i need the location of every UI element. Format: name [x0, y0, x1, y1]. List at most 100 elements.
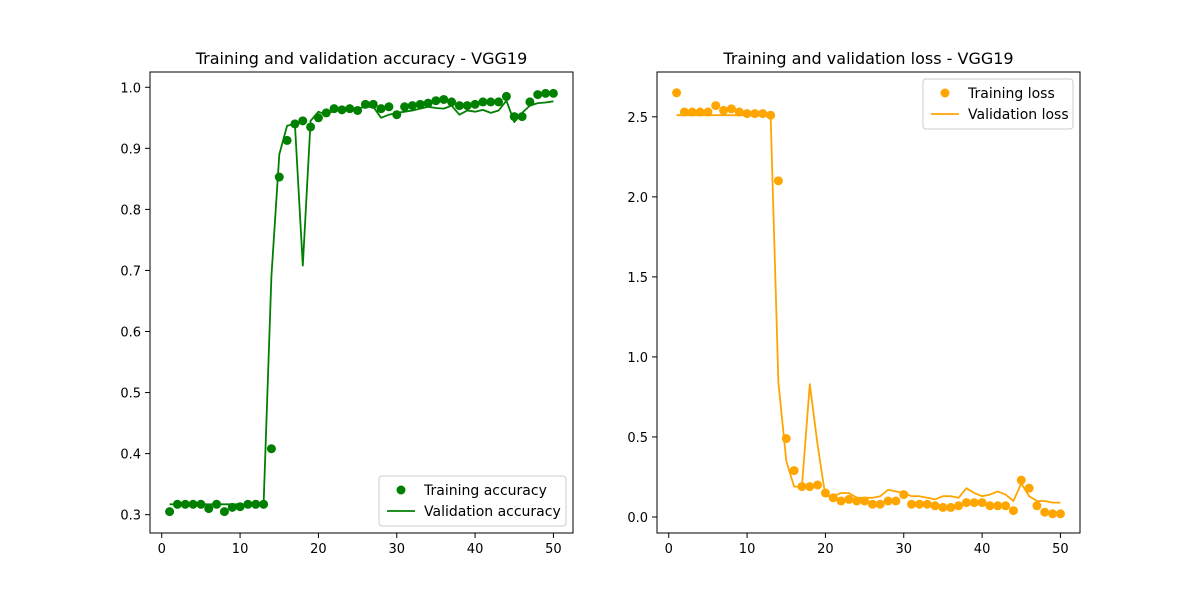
loss-training-point — [993, 501, 1003, 511]
accuracy-training-point — [165, 507, 175, 517]
loss-training-point — [734, 107, 744, 117]
accuracy-training-point — [219, 507, 229, 517]
accuracy-chart-legend: Training accuracy Validation accuracy — [378, 475, 567, 527]
loss-y-tick-label: 1.5 — [627, 271, 648, 286]
accuracy-training-point — [486, 97, 496, 107]
loss-training-point — [977, 498, 987, 508]
loss-legend-label: Validation loss — [968, 107, 1069, 123]
loss-training-point — [891, 496, 901, 506]
accuracy-x-tick-label: 10 — [232, 542, 249, 557]
loss-training-point — [852, 496, 862, 506]
accuracy-training-point — [298, 116, 308, 126]
accuracy-legend-box — [378, 475, 567, 527]
loss-training-point — [1024, 483, 1034, 493]
accuracy-training-point — [274, 172, 284, 182]
accuracy-training-point — [541, 88, 551, 98]
accuracy-chart-ticks: 0 10 20 30 40 50 0.3 0.4 0.5 0.6 0.7 0.8 0.9 1.0 — [120, 81, 561, 557]
loss-training-point — [883, 496, 893, 506]
accuracy-training-point — [470, 99, 480, 109]
accuracy-y-tick-label: 0.4 — [120, 448, 141, 463]
loss-x-tick-label: 10 — [739, 542, 756, 557]
loss-training-point — [961, 498, 971, 508]
accuracy-training-point — [204, 504, 214, 514]
loss-training-point — [789, 466, 799, 476]
loss-y-tick-label: 0.0 — [627, 511, 648, 526]
accuracy-training-point — [282, 135, 292, 145]
loss-legend-box — [922, 78, 1074, 130]
accuracy-training-point — [266, 444, 276, 454]
loss-x-tick-label: 20 — [817, 542, 834, 557]
accuracy-y-tick-label: 0.5 — [120, 387, 141, 402]
loss-chart-ticks: 0 10 20 30 40 50 0.0 0.5 1.0 1.5 2.0 2.5 — [627, 111, 1068, 557]
loss-training-point — [758, 109, 768, 119]
loss-training-point — [1055, 509, 1065, 519]
loss-legend-marker-swatch — [940, 88, 950, 98]
loss-validation-line — [676, 114, 1061, 504]
accuracy-training-point — [548, 88, 558, 98]
loss-x-tick-label: 30 — [895, 542, 912, 557]
loss-x-tick-label: 40 — [974, 542, 991, 557]
loss-training-point — [711, 101, 721, 111]
accuracy-training-point — [384, 102, 394, 112]
loss-training-point — [805, 482, 815, 492]
accuracy-x-tick-label: 0 — [158, 542, 166, 557]
loss-training-point — [742, 109, 752, 119]
loss-training-point — [985, 501, 995, 511]
loss-training-point — [969, 498, 979, 508]
accuracy-training-point — [533, 90, 543, 100]
loss-training-point — [1008, 506, 1018, 516]
loss-training-point — [954, 501, 964, 511]
accuracy-y-tick-label: 0.9 — [120, 142, 141, 157]
loss-training-point — [726, 104, 736, 114]
loss-y-tick-label: 2.0 — [627, 191, 648, 206]
loss-training-point — [914, 499, 924, 509]
accuracy-training-point — [501, 91, 511, 101]
loss-training-point — [930, 501, 940, 511]
accuracy-training-point — [407, 101, 417, 111]
loss-training-point — [813, 480, 823, 490]
accuracy-training-point — [447, 97, 457, 107]
loss-training-point — [946, 502, 956, 512]
loss-y-tick-label: 0.5 — [627, 431, 648, 446]
accuracy-training-point — [494, 97, 504, 107]
accuracy-y-tick-label: 0.8 — [120, 203, 141, 218]
accuracy-chart: Training and validation accuracy - VGG19… — [120, 49, 574, 557]
loss-training-point — [860, 496, 870, 506]
accuracy-training-point — [423, 98, 433, 108]
accuracy-training-point — [321, 108, 331, 118]
accuracy-training-point — [415, 99, 425, 109]
loss-chart: Training and validation loss - VGG19 0 10… — [627, 49, 1081, 557]
accuracy-validation-line — [169, 99, 554, 506]
accuracy-training-point — [337, 105, 347, 115]
loss-training-point — [687, 107, 697, 117]
loss-training-point — [1016, 475, 1026, 485]
accuracy-training-point — [462, 101, 472, 111]
accuracy-y-tick-label: 0.7 — [120, 264, 141, 279]
accuracy-training-point — [431, 96, 441, 106]
loss-training-point — [773, 176, 783, 186]
loss-legend-label: Training loss — [967, 86, 1055, 102]
accuracy-training-point — [454, 101, 464, 111]
accuracy-training-point — [400, 102, 410, 112]
accuracy-x-tick-label: 30 — [388, 542, 405, 557]
loss-training-point — [679, 107, 689, 117]
loss-training-point — [844, 494, 854, 504]
accuracy-y-tick-label: 0.6 — [120, 326, 141, 341]
loss-training-point — [938, 502, 948, 512]
loss-chart-legend: Training loss Validation loss — [922, 78, 1074, 130]
loss-training-point — [1040, 507, 1050, 517]
loss-training-point — [907, 499, 917, 509]
accuracy-training-point — [439, 94, 449, 104]
loss-chart-axes-frame — [656, 71, 1081, 534]
loss-chart-plot-area — [672, 88, 1065, 519]
accuracy-x-tick-label: 50 — [545, 542, 562, 557]
loss-chart-title: Training and validation loss - VGG19 — [722, 49, 1013, 68]
loss-y-tick-label: 1.0 — [627, 351, 648, 366]
loss-training-point — [836, 496, 846, 506]
loss-training-point — [1032, 501, 1042, 511]
accuracy-legend-marker-swatch — [396, 485, 406, 495]
loss-training-point — [703, 107, 713, 117]
accuracy-chart-axes-frame — [149, 71, 574, 534]
loss-x-tick-label: 0 — [665, 542, 673, 557]
